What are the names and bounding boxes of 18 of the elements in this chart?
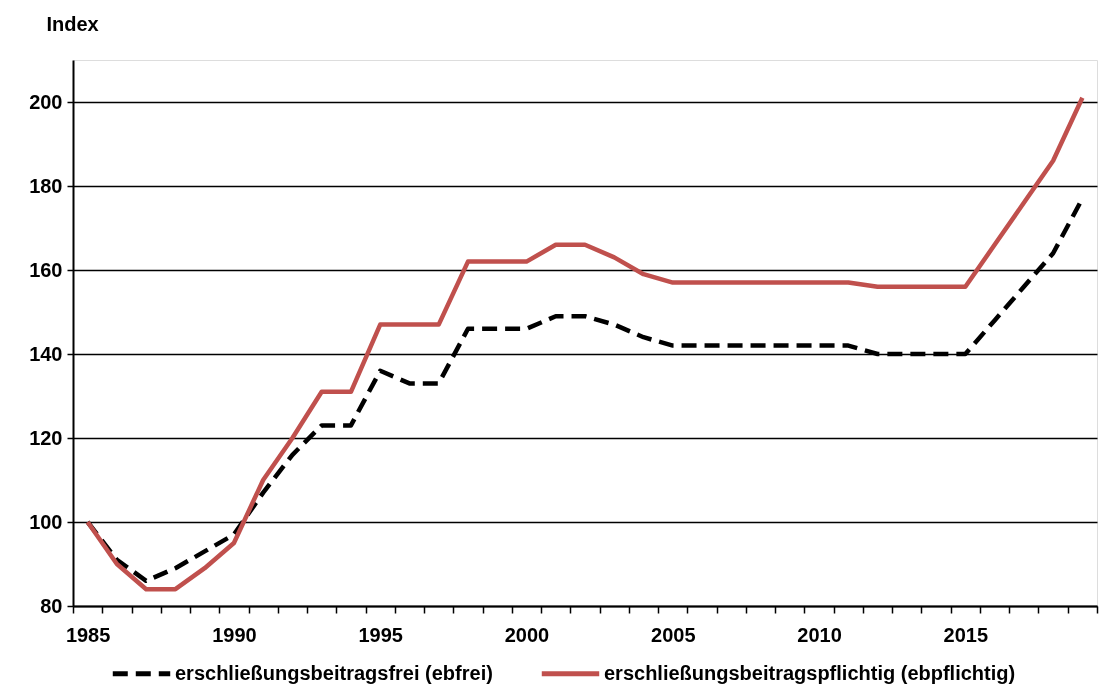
- x-tick-label: 1995: [358, 623, 403, 646]
- y-tick-label: 180: [29, 174, 63, 197]
- x-tick-label: 2015: [943, 623, 989, 646]
- y-tick-label: 160: [29, 258, 63, 281]
- line-series: [85, 95, 1085, 592]
- x-tick-label: 2005: [651, 623, 696, 646]
- y-tick-label: 120: [29, 426, 63, 449]
- x-tick-label: 1990: [212, 623, 257, 646]
- x-tick-label: 1985: [65, 623, 111, 646]
- x-tick-label: 2000: [504, 623, 550, 646]
- y-tick-label: 100: [29, 510, 63, 533]
- y-tick-label: 80: [40, 594, 63, 617]
- y-tick-label: 200: [29, 90, 63, 113]
- y-tick-label: 140: [29, 342, 63, 365]
- legend-label: erschließungsbeitragsfrei (ebfrei): [175, 661, 493, 684]
- y-axis-title: Index: [46, 12, 99, 35]
- x-tick-label: 2010: [797, 623, 842, 646]
- legend-label: erschließungsbeitragspflichtig (ebpflichtig): [604, 661, 1016, 684]
